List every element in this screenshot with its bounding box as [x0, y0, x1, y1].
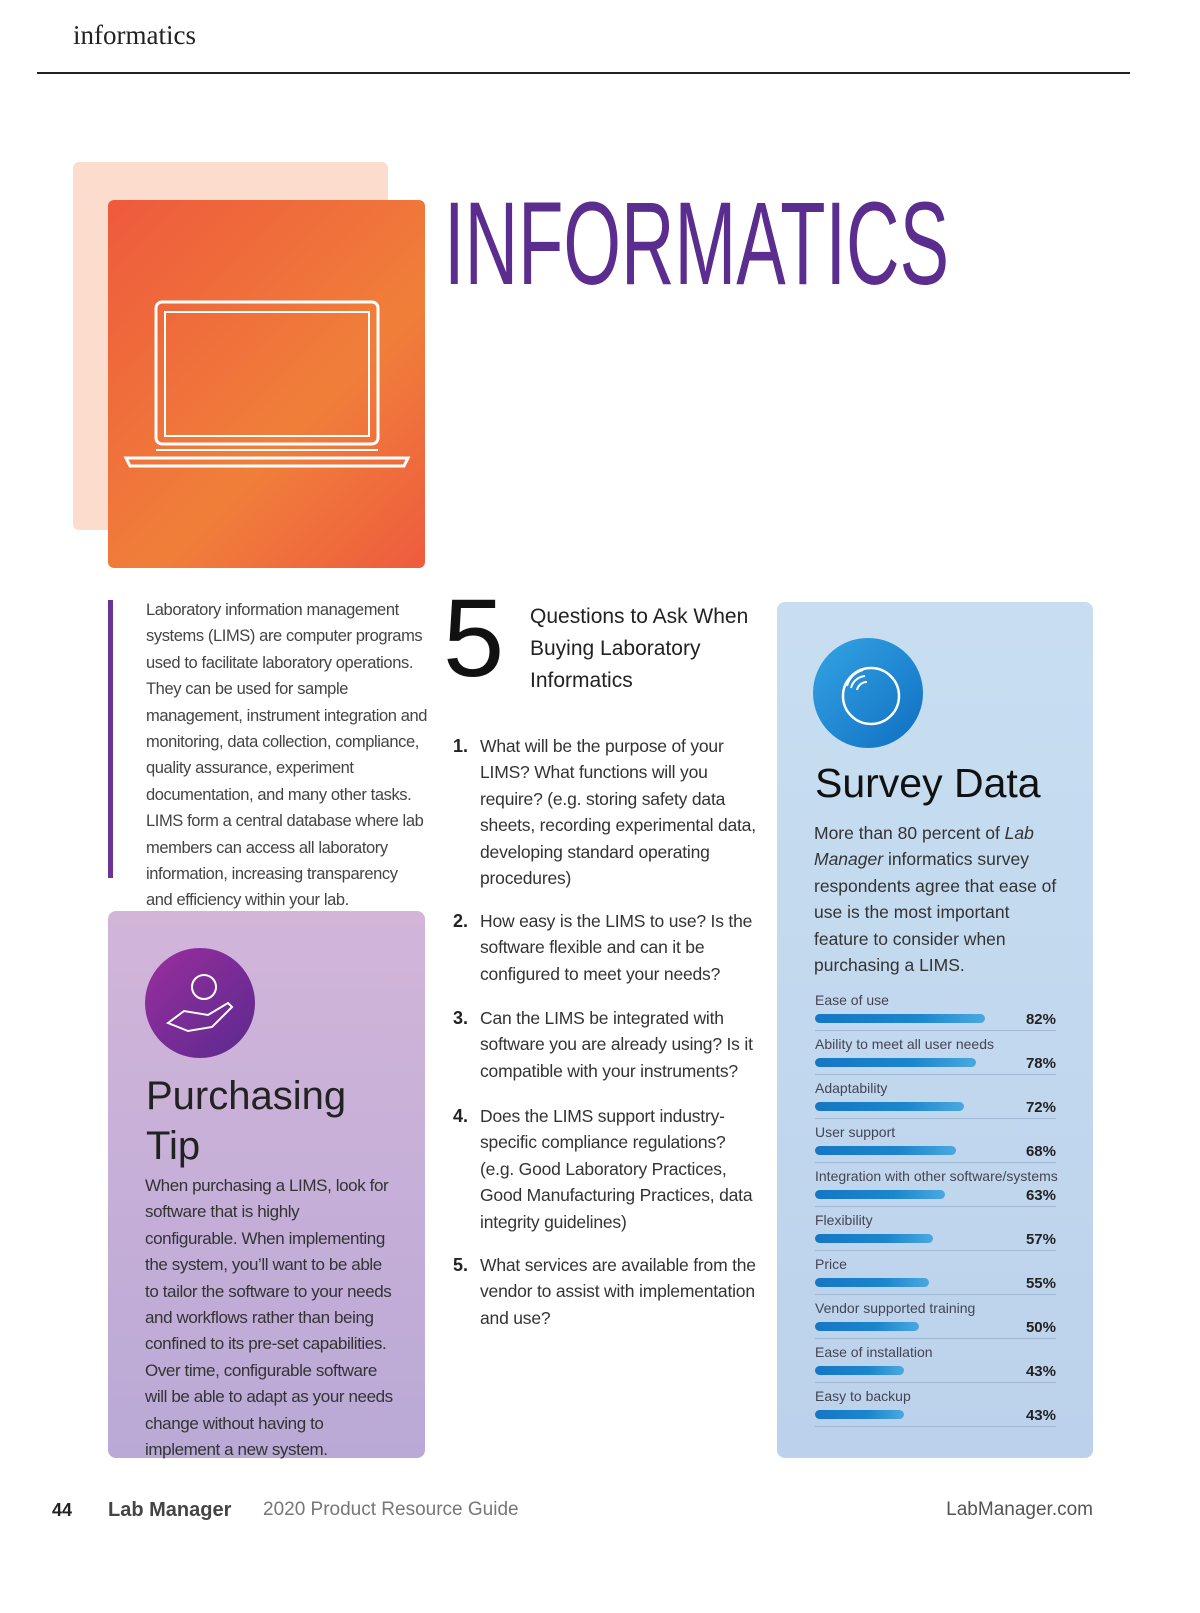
survey-bar	[815, 1146, 956, 1155]
question-number: 5.	[453, 1255, 469, 1275]
header-rule	[37, 72, 1130, 74]
row-rule	[815, 1338, 1056, 1339]
intro-text: Laboratory information management system…	[146, 601, 428, 910]
question-number: 4.	[453, 1106, 469, 1126]
survey-value-label: 82%	[1025, 1011, 1056, 1028]
survey-icon	[813, 638, 923, 748]
survey-label: Flexibility	[815, 1212, 873, 1228]
survey-value-label: 57%	[1025, 1231, 1056, 1248]
survey-value-label: 63%	[1025, 1187, 1056, 1204]
survey-label: Easy to backup	[815, 1388, 911, 1404]
page-number: 44	[52, 1500, 73, 1520]
hero: INFORMATICS	[444, 180, 949, 300]
question-text: What services are available from the ven…	[480, 1255, 756, 1328]
survey-value-label: 78%	[1025, 1055, 1056, 1072]
survey-bar	[815, 1410, 904, 1419]
survey-bar	[815, 1190, 946, 1199]
survey-bar	[815, 1234, 933, 1243]
footer-brand: Lab Manager	[108, 1499, 232, 1521]
row-rule	[815, 1426, 1056, 1427]
laptop-icon	[123, 300, 411, 468]
survey-value-label: 50%	[1025, 1319, 1056, 1336]
footer-site: LabManager.com	[946, 1499, 1093, 1520]
survey-label: Ease of installation	[815, 1344, 933, 1360]
survey-text: More than 80 percent of Lab Manager info…	[814, 820, 1059, 978]
footer-guide: 2020 Product Resource Guide	[263, 1499, 519, 1520]
question-text: How easy is the LIMS to use? Is the soft…	[480, 911, 753, 984]
survey-bar	[815, 1058, 977, 1067]
row-rule	[815, 1162, 1056, 1163]
survey-label: User support	[815, 1124, 896, 1140]
question-text: What will be the purpose of your LIMS? W…	[480, 736, 756, 889]
tip-icon	[145, 948, 255, 1058]
intro-bar	[108, 600, 113, 878]
row-rule	[815, 1294, 1056, 1295]
survey-value-label: 43%	[1025, 1363, 1056, 1380]
section-header: informatics	[73, 20, 196, 50]
row-rule	[815, 1382, 1056, 1383]
question-number: 2.	[453, 911, 469, 931]
row-rule	[815, 1074, 1056, 1075]
survey-title: Survey Data	[815, 760, 1041, 806]
survey-label: Price	[815, 1256, 847, 1272]
hero-title: INFORMATICS	[444, 180, 949, 300]
survey-value-label: 55%	[1025, 1275, 1056, 1292]
questions-title: Questions to Ask When Buying Laboratory …	[530, 605, 749, 692]
survey-text-part: More than 80 percent of	[814, 823, 1005, 843]
row-rule	[815, 1030, 1056, 1031]
survey-label: Ability to meet all user needs	[815, 1036, 994, 1052]
survey-value-label: 72%	[1025, 1099, 1056, 1116]
row-rule	[815, 1206, 1056, 1207]
questions-number: 5	[443, 577, 505, 700]
survey-bar	[815, 1278, 929, 1287]
survey-bar	[815, 1322, 919, 1331]
survey-value-label: 43%	[1025, 1407, 1056, 1424]
row-rule	[815, 1250, 1056, 1251]
survey-label: Integration with other software/systems	[815, 1168, 1058, 1184]
tip-text: When purchasing a LIMS, look for softwar…	[145, 1176, 393, 1460]
question-text: Can the LIMS be integrated with software…	[480, 1008, 753, 1081]
survey-label: Ease of use	[815, 992, 889, 1008]
tip-title: Purchasing Tip	[146, 1074, 347, 1168]
image-tile	[108, 200, 425, 568]
row-rule	[815, 1118, 1056, 1119]
survey-bar	[815, 1102, 965, 1111]
question-text: Does the LIMS support industry-specific …	[480, 1106, 753, 1232]
survey-bar	[815, 1014, 985, 1023]
survey-text-italic: Lab Manager	[814, 823, 1034, 870]
question-number: 3.	[453, 1008, 469, 1028]
question-number: 1.	[453, 736, 469, 756]
survey-value-label: 68%	[1025, 1143, 1056, 1160]
survey-label: Adaptability	[815, 1080, 888, 1096]
survey-bar	[815, 1366, 904, 1375]
survey-text-part: informatics survey respondents agree tha…	[814, 849, 1057, 976]
survey-label: Vendor supported training	[815, 1300, 976, 1316]
tip-box: Purchasing Tip When purchasing a LIMS, l…	[108, 911, 425, 1459]
